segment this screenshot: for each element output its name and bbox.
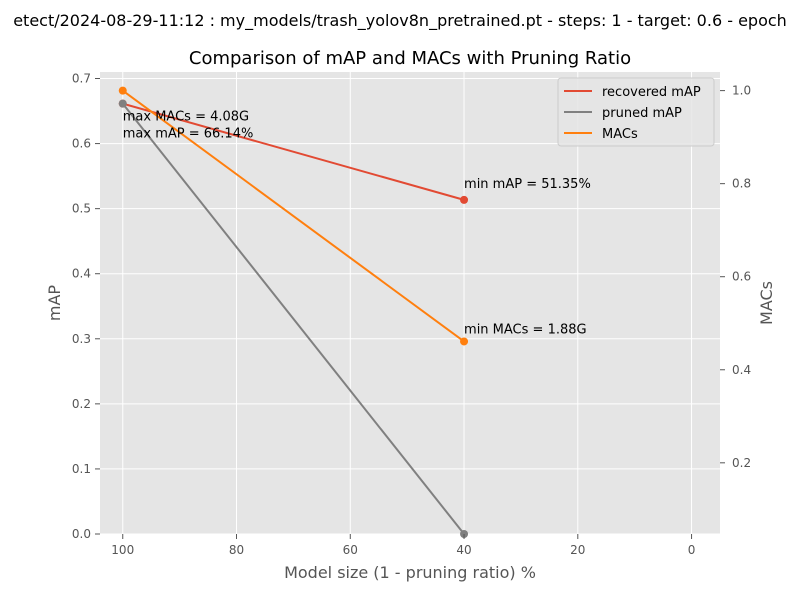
x-tick-label: 100 — [111, 543, 134, 557]
y-tick-label-left: 0.3 — [72, 332, 91, 346]
chart-title: Comparison of mAP and MACs with Pruning … — [189, 48, 631, 69]
legend: recovered mAP pruned mAP MACs — [557, 77, 715, 147]
y-tick-label-right: 0.2 — [732, 456, 751, 470]
y-tick-label-left: 0.5 — [72, 202, 91, 216]
x-tick-label: 60 — [343, 543, 358, 557]
x-tick-label: 40 — [456, 543, 471, 557]
x-tick-label: 80 — [229, 543, 244, 557]
legend-box — [557, 77, 715, 147]
legend-label: pruned mAP — [602, 106, 682, 121]
y-tick-label-left: 0.6 — [72, 137, 91, 151]
y-tick-label-left: 0.1 — [72, 462, 91, 476]
series-line-0 — [122, 102, 465, 201]
annotation-label: min MACs = 1.88G — [464, 323, 587, 338]
data-point-2 — [118, 86, 127, 95]
series-layer — [118, 86, 469, 538]
annotation-layer: max MACs = 4.08G max mAP = 66.14% min mAP … — [123, 109, 591, 337]
y-tick-label-right: 0.6 — [732, 270, 751, 284]
y-tick-label-left: 0.4 — [72, 267, 91, 281]
series-line-2 — [122, 89, 465, 343]
y-axis-label-left: mAP — [45, 285, 64, 322]
grid-lines — [100, 72, 720, 535]
annotation-label: min mAP = 51.35% — [464, 177, 591, 192]
data-point-2 — [460, 337, 469, 346]
annotation-label: max MACs = 4.08G — [123, 109, 249, 124]
axes-layer: 100 80 60 40 20 0 0.0 0.1 0.2 0.3 0.4 0.5 0.6 0.7 0.2 0… — [72, 72, 751, 557]
legend-label: recovered mAP — [602, 85, 701, 100]
data-point-1 — [118, 99, 127, 108]
x-tick-label: 0 — [688, 543, 696, 557]
x-tick-label: 20 — [570, 543, 585, 557]
figure-suptitle: etect/2024-08-29-11:12 : my_models/trash… — [13, 11, 787, 31]
y-tick-label-right: 1.0 — [732, 84, 751, 98]
y-tick-label-right: 0.8 — [732, 177, 751, 191]
y-tick-label-left: 0.7 — [72, 72, 91, 86]
y-axis-label-right: MACs — [757, 281, 776, 325]
y-tick-label-right: 0.4 — [732, 363, 751, 377]
y-tick-label-left: 0.2 — [72, 397, 91, 411]
annotation-label: max mAP = 66.14% — [123, 126, 254, 141]
x-axis-label: Model size (1 - pruning ratio) % — [284, 563, 536, 582]
series-line-1 — [121, 103, 465, 535]
legend-label: MACs — [602, 127, 638, 142]
data-point-0 — [460, 195, 469, 204]
y-tick-label-left: 0.0 — [72, 527, 91, 541]
